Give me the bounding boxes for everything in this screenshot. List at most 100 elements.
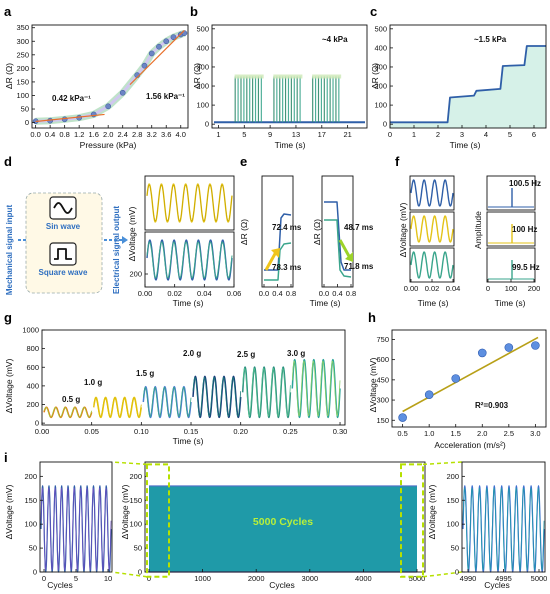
axis-ylabel-i-right: ΔVoltage (mV) (427, 484, 437, 539)
axis-ylabel-h: ΔVoltage (mV) (368, 357, 378, 412)
point-a-8 (141, 62, 148, 69)
wave-d-top-2 (146, 184, 233, 222)
pulse-b-2-7 (332, 76, 334, 123)
panel-label-c: c (370, 4, 377, 19)
accel-label-1-0g: 1.0 g (84, 378, 102, 387)
xtick-label-h-0: 0.5 (397, 429, 407, 438)
wave-g-seg-4 (241, 366, 292, 419)
ytick-label-a-7: 350 (16, 23, 29, 32)
xtick-i-left-ticklabel-0: 0 (42, 574, 46, 583)
burst-top-b-1 (273, 74, 303, 79)
ytick-label-b-2: 200 (196, 82, 209, 91)
axis-ylabel-g: ΔVoltage (mV) (4, 358, 14, 413)
xtick-label-b-3: 13 (292, 130, 300, 139)
xtick-i-right-ticklabel-1: 4995 (495, 574, 512, 583)
point-h-2 (451, 374, 461, 383)
xtick-d-ticklabel-2: 0.04 (197, 289, 212, 298)
pulse-b-2-0 (312, 76, 314, 123)
xtick-i-center-ticklabel-0: 0 (147, 574, 151, 583)
axis-xlabel-i-right: Cycles (484, 580, 510, 590)
wave-g-seg-0 (43, 406, 93, 419)
xtick-label-a-3: 1.2 (74, 130, 84, 139)
arrow-e-down (338, 239, 352, 259)
accel-label-0-5g: 0.5 g (62, 395, 80, 404)
arrow-e-up-head (271, 248, 280, 258)
pulse-b-1-9 (299, 76, 301, 123)
annotation-f-freq2: 100 Hz (512, 225, 537, 234)
annotation-sens-high: 1.56 kPa⁻¹ (146, 92, 185, 101)
trace-e-left-up-2 (264, 242, 292, 281)
panel-label-h: h (368, 310, 376, 325)
frame-g (41, 329, 346, 426)
axis-ylabel-i-left: ΔVoltage (mV) (4, 484, 14, 539)
axis-ylabel-a: ΔR (Ω) (4, 63, 14, 89)
accel-label-1-5g: 1.5 g (136, 369, 154, 378)
xtick-label-h-4: 2.5 (504, 429, 514, 438)
axis-xlabel-i-center: Cycles (269, 580, 295, 590)
pulse-b-2-1 (315, 76, 317, 123)
trace-e-left-up (264, 213, 292, 271)
ytick-label-g-5: 1000 (22, 326, 39, 335)
band-i-center (149, 485, 417, 572)
pulse-b-2-2 (317, 76, 320, 123)
xtick-f-left-ticklabel-0: 0.00 (404, 284, 419, 293)
xtick-e-left-ticklabel-0: 0.0 (259, 289, 269, 298)
ytick-label-a-2: 100 (16, 91, 29, 100)
fit-line-h (402, 336, 539, 413)
xtick-label-a-7: 2.8 (132, 130, 142, 139)
fit-line-a-high (129, 29, 185, 86)
xtick-f-left-ticklabel-1: 0.02 (425, 284, 440, 293)
xtick-e-left-ticklabel-1: 0.4 (272, 289, 282, 298)
frame-d-bottom (144, 231, 235, 288)
ytick-label-g-3: 600 (26, 363, 39, 372)
electrical-output-label: Electrical signal output (112, 206, 121, 294)
axis-xlabel-a: Pressure (kPa) (80, 140, 137, 150)
xtick-i-center-ticklabel-1: 1000 (194, 574, 211, 583)
axis-xlabel-h: Acceleration (m/s²) (434, 440, 505, 450)
annotation-e-t4: 71.8 ms (344, 262, 374, 271)
xtick-label-c-2: 2 (436, 130, 440, 139)
xtick-label-h-1: 1.0 (424, 429, 434, 438)
panel-label-d: d (4, 154, 12, 169)
frame-d-top (144, 175, 235, 231)
ytick-i-left-ticklabel-2: 100 (24, 520, 37, 529)
wave-g-seg-4-b (242, 368, 291, 417)
frame-f-right-1 (486, 211, 536, 247)
xtick-label-a-0: 0.0 (30, 130, 40, 139)
axis-xlabel-e: Time (s) (310, 298, 341, 308)
wave-f-2 (410, 251, 454, 279)
ytick-label-g-1: 200 (26, 400, 39, 409)
pulse-b-1-5 (287, 76, 290, 123)
accel-label-2-0g: 2.0 g (183, 349, 201, 358)
sin-wave-label: Sin wave (46, 222, 81, 231)
pulse-b-1-0 (273, 76, 275, 123)
point-a-12 (170, 34, 177, 41)
point-a-11 (163, 38, 170, 45)
zoom-link-i-left-2 (111, 571, 148, 578)
frame-a (31, 24, 189, 129)
axis-ylabel-e: ΔR (Ω) (239, 219, 249, 245)
ytick-d-ticklabel-0: 200 (129, 270, 142, 279)
annotation-b: ~4 kPa (322, 35, 348, 44)
xtick-label-a-4: 1.6 (88, 130, 98, 139)
wave-g-seg-5-b (291, 360, 341, 417)
xtick-label-a-10: 4.0 (176, 130, 186, 139)
xtick-label-c-6: 6 (532, 130, 536, 139)
annotation-5000-cycles: 5000 Cycles (253, 516, 313, 528)
burst-top-b-0 (234, 74, 264, 79)
zoom-link-i-left-1 (111, 461, 148, 466)
point-a-9 (148, 50, 155, 57)
ytick-label-a-4: 200 (16, 64, 29, 73)
xtick-d-ticklabel-0: 0.00 (138, 289, 153, 298)
frame-b (211, 24, 368, 129)
xtick-label-a-9: 3.6 (161, 130, 171, 139)
ytick-i-left-ticklabel-1: 50 (29, 544, 37, 553)
ytick-label-c-5: 500 (374, 24, 387, 33)
square-wave-icon-glyph (54, 248, 72, 260)
xtick-i-left-ticklabel-1: 5 (74, 574, 78, 583)
xtick-label-c-1: 1 (412, 130, 416, 139)
xtick-label-a-2: 0.8 (59, 130, 69, 139)
pulse-b-1-3 (282, 76, 284, 123)
annotation-e-t2: 78.3 ms (272, 263, 302, 272)
ytick-label-c-0: 0 (383, 120, 387, 129)
